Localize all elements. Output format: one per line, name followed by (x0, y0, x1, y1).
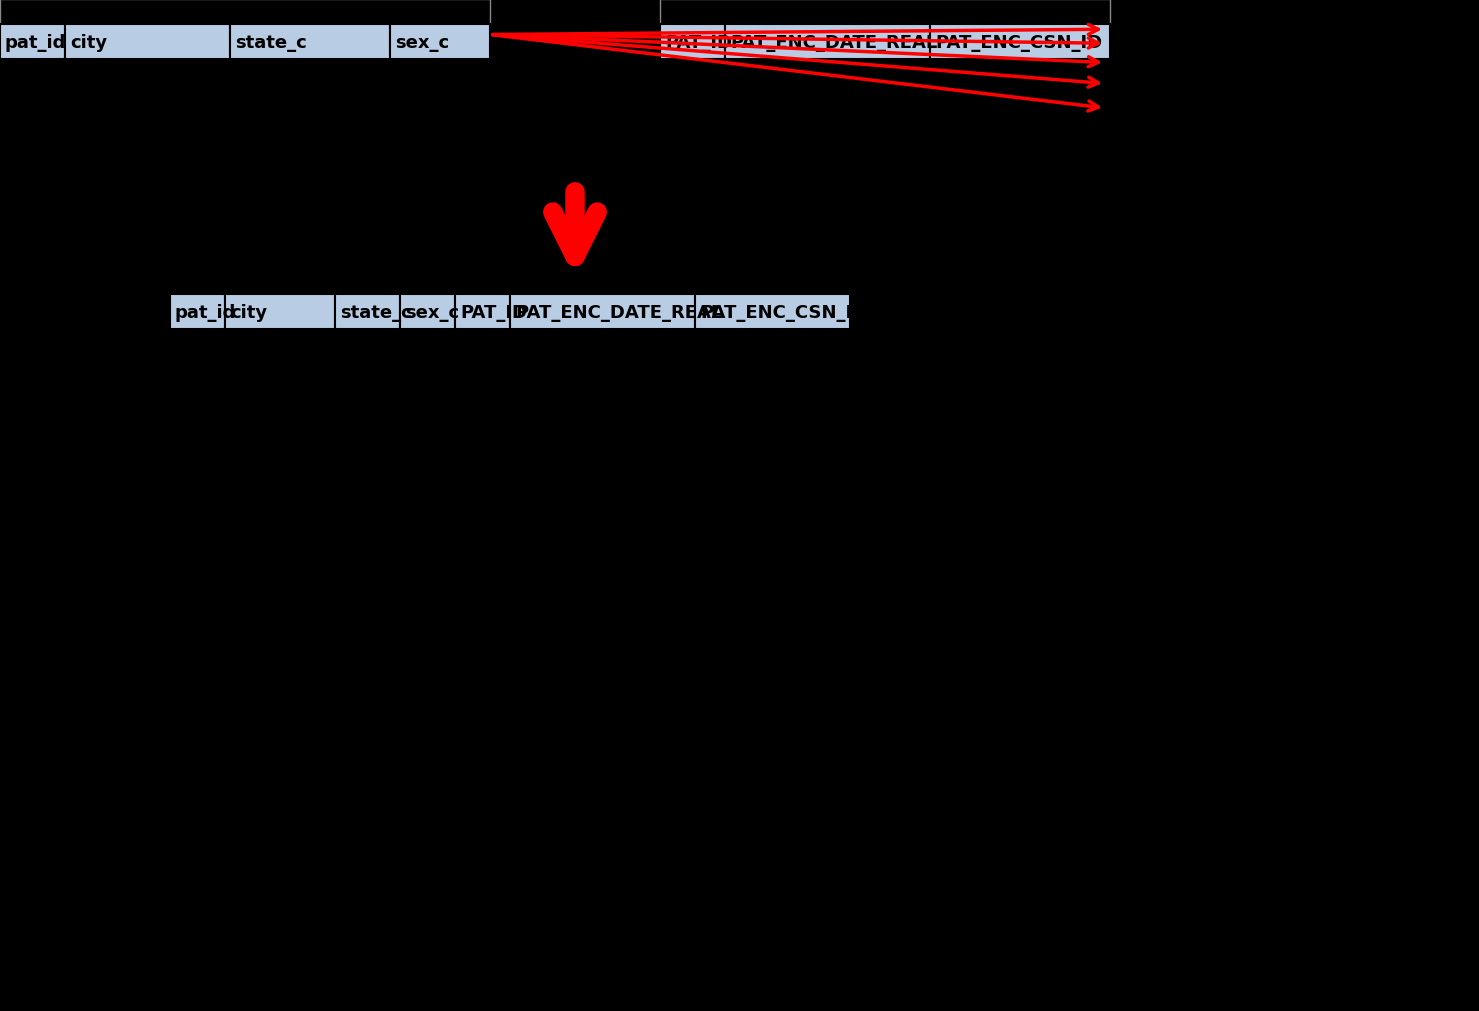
Text: PAT_ID: PAT_ID (666, 33, 732, 52)
Bar (231, 25, 390, 60)
Text: PAT_ENC_CSN_ID: PAT_ENC_CSN_ID (935, 33, 1102, 52)
Text: sex_c: sex_c (405, 303, 458, 321)
Text: pat_id: pat_id (175, 303, 237, 321)
Bar (660, 25, 725, 60)
Bar (225, 295, 336, 330)
Text: state_c: state_c (340, 303, 411, 321)
Bar (399, 295, 456, 330)
Text: city: city (70, 33, 106, 52)
Text: state_c: state_c (235, 33, 306, 52)
Bar (456, 295, 510, 330)
Bar (660, 0, 1111, 25)
Bar (510, 295, 695, 330)
Text: pat_id: pat_id (4, 33, 67, 52)
Text: sex_c: sex_c (395, 33, 450, 52)
Text: PAT_ID: PAT_ID (460, 303, 527, 321)
Bar (695, 295, 850, 330)
Text: city: city (231, 303, 268, 321)
Bar (170, 295, 225, 330)
Text: PAT_ENC_CSN_ID: PAT_ENC_CSN_ID (700, 303, 867, 321)
Bar (336, 295, 399, 330)
Text: PAT_ENC_DATE_REAL: PAT_ENC_DATE_REAL (515, 303, 722, 321)
Bar (390, 25, 490, 60)
Bar (65, 25, 231, 60)
Bar (0, 25, 65, 60)
Bar (930, 25, 1111, 60)
Bar (725, 25, 930, 60)
Text: PAT_ENC_DATE_REAL: PAT_ENC_DATE_REAL (731, 33, 938, 52)
Bar (0, 0, 490, 25)
